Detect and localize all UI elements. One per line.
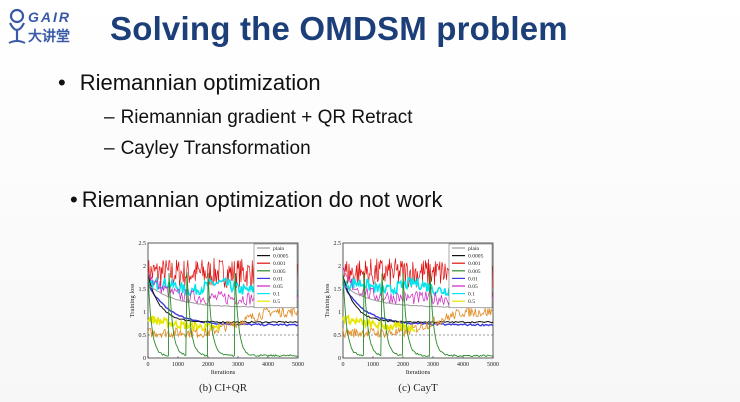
y-tick-label: 1 [338, 310, 341, 316]
x-tick-label: 2000 [202, 362, 214, 368]
y-tick-label: 2 [143, 264, 146, 270]
y-tick-label: 0 [143, 356, 146, 362]
legend-box [253, 243, 298, 309]
series-line-0.005 [147, 272, 298, 358]
x-tick-label: 1000 [367, 362, 379, 368]
x-tick-label: 5000 [487, 362, 499, 368]
y-tick-label: 2.5 [334, 241, 342, 247]
chart-panel-1: 0 1000 2000 3000 4000 5000 0 0.5 1 1.5 2 2.5 Iterati… [129, 241, 304, 394]
x-tick-label: 1000 [172, 362, 184, 368]
series-line-0.005 [342, 272, 493, 358]
y-tick-label: 1 [143, 310, 146, 316]
bullet-1-text: Riemannian optimization [79, 70, 321, 95]
legend-label: 0.1 [468, 292, 475, 298]
legend-label: 0.1 [273, 292, 280, 298]
legend-label: plain [468, 246, 479, 252]
sub-bullet-2-text: Cayley Transformation [120, 138, 311, 159]
legend-label: 0.01 [468, 276, 478, 282]
legend-box [448, 243, 493, 309]
legend-label: 0.005 [468, 269, 481, 275]
y-tick-label: 0.5 [334, 333, 342, 339]
chart-caption: (b) CI+QR [199, 382, 248, 394]
bullet-2-marker: • [70, 187, 78, 212]
legend-label: 0.001 [468, 261, 481, 267]
slide-title: Solving the OMDSM problem [110, 10, 568, 47]
x-axis-label: Iterations [211, 369, 236, 376]
legend-label: 0.5 [273, 299, 280, 305]
y-tick-label: 2.5 [139, 241, 147, 247]
y-tick-label: 1.5 [334, 287, 342, 293]
microphone-person-icon [8, 8, 26, 44]
y-tick-label: 0.5 [139, 333, 147, 339]
x-tick-label: 3000 [427, 362, 439, 368]
bullet-2: • Riemannian optimization do not work [70, 187, 442, 213]
x-axis-label: Iterations [406, 369, 431, 376]
series-line-0.0005 [147, 275, 299, 324]
legend-label: plain [273, 246, 284, 252]
chart-caption: (c) CayT [398, 382, 438, 394]
sub-bullet-2-marker: – [104, 138, 115, 159]
sub-bullet-1: – Riemannian gradient + QR Retract [104, 107, 413, 129]
legend-label: 0.0005 [273, 254, 289, 260]
x-tick-label: 3000 [232, 362, 244, 368]
y-tick-label: 1.5 [139, 287, 147, 293]
y-tick-label: 0 [338, 356, 341, 362]
legend-label: 0.05 [468, 284, 478, 290]
gair-logo: GAIR 大讲堂 [6, 5, 84, 51]
sub-bullet-1-marker: – [104, 107, 115, 128]
bullet-2-text: Riemannian optimization do not work [81, 187, 443, 212]
legend-label: 0.5 [468, 299, 475, 305]
x-tick-label: 4000 [457, 362, 469, 368]
x-tick-label: 5000 [292, 362, 304, 368]
x-tick-label: 2000 [397, 362, 409, 368]
sub-bullet-2: – Cayley Transformation [104, 138, 311, 160]
logo-bottom-text: 大讲堂 [28, 29, 70, 45]
y-axis-label: Training loss [324, 283, 331, 317]
bullet-1: • Riemannian optimization [58, 70, 321, 96]
x-tick-label: 4000 [262, 362, 274, 368]
series-line-0.01 [342, 283, 494, 327]
y-tick-label: 2 [338, 264, 341, 270]
bullet-1-marker: • [58, 70, 66, 95]
legend-label: 0.005 [273, 269, 286, 275]
legend-label: 0.0005 [468, 254, 484, 260]
x-tick-label: 0 [342, 362, 345, 368]
legend-label: 0.001 [273, 261, 286, 267]
legend-label: 0.01 [273, 276, 283, 282]
y-axis-label: Training loss [129, 283, 136, 317]
logo-top-text: GAIR [28, 9, 71, 25]
x-tick-label: 0 [147, 362, 150, 368]
sub-bullet-1-text: Riemannian gradient + QR Retract [120, 107, 413, 128]
series-line-0.0005 [342, 275, 494, 324]
legend-label: 0.05 [273, 284, 283, 290]
chart-panel-2: 0 1000 2000 3000 4000 5000 0 0.5 1 1.5 2 2.5 Iterati… [324, 241, 499, 394]
series-line-0.5 [147, 306, 298, 339]
